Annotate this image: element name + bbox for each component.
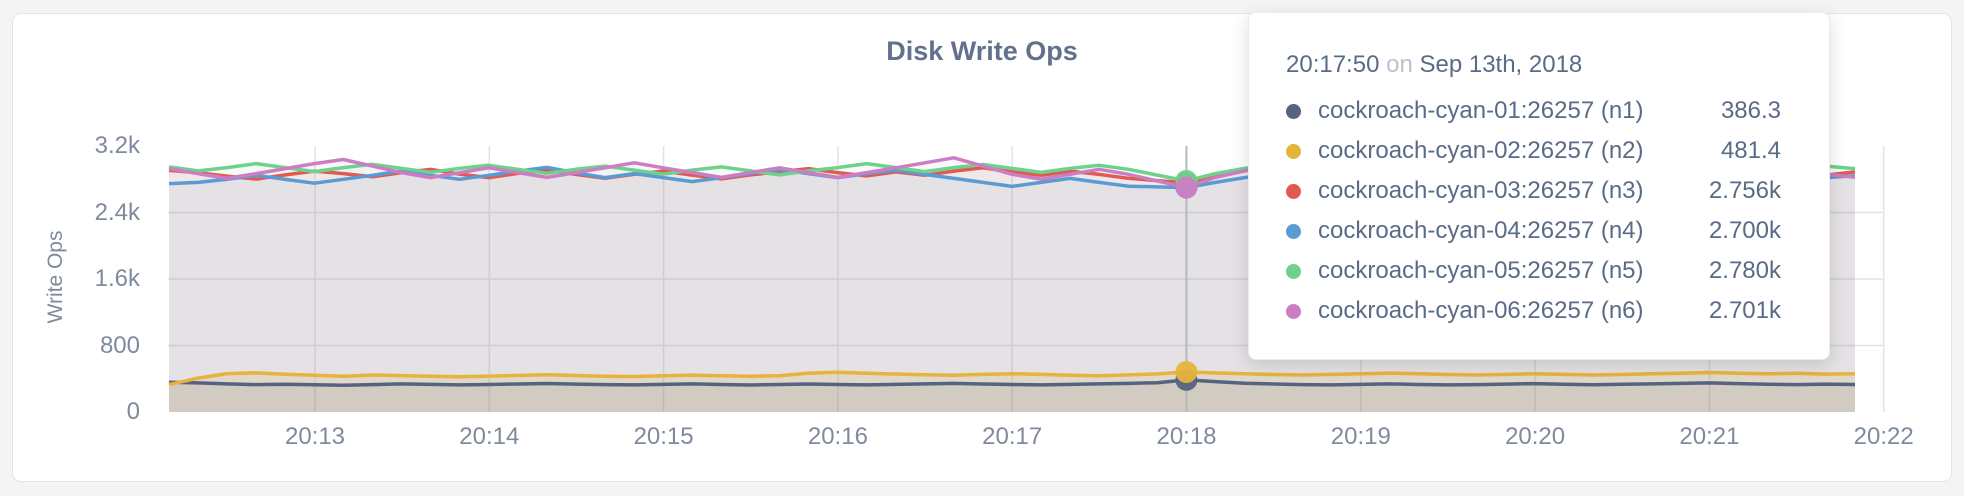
hover-tooltip: 20:17:50 on Sep 13th, 2018 cockroach-cya… <box>1248 12 1830 360</box>
series-color-dot-icon <box>1286 143 1301 159</box>
y-tick-label: 800 <box>99 331 140 359</box>
tooltip-time: 20:17:50 <box>1286 51 1380 78</box>
tooltip-series-name: cockroach-cyan-01:26257 (n1) <box>1318 97 1644 124</box>
x-tick-label: 20:17 <box>982 423 1043 450</box>
tooltip-rows: cockroach-cyan-01:26257 (n1) 386.3 cockroa… <box>1286 91 1781 331</box>
series-line-n2 <box>168 370 1856 387</box>
tooltip-row: cockroach-cyan-01:26257 (n1) 386.3 <box>1286 91 1781 131</box>
series-color-dot-icon <box>1286 223 1301 239</box>
tooltip-series-name: cockroach-cyan-02:26257 (n2) <box>1318 137 1644 164</box>
tooltip-header: 20:17:50 on Sep 13th, 2018 <box>1286 51 1781 79</box>
hover-dot-n2 <box>1175 360 1198 383</box>
tooltip-conjunction: on <box>1386 51 1413 78</box>
tooltip-date: Sep 13th, 2018 <box>1419 51 1583 78</box>
series-color-dot-icon <box>1286 183 1301 199</box>
tooltip-series-value: 481.4 <box>1720 137 1781 164</box>
series-line-n1 <box>168 378 1856 387</box>
y-tick-label: 0 <box>126 398 140 425</box>
chart-title: Disk Write Ops <box>886 36 1078 66</box>
tooltip-row: cockroach-cyan-02:26257 (n2) 481.4 <box>1286 131 1781 171</box>
x-tick-label: 20:16 <box>807 423 868 450</box>
series-color-dot-icon <box>1286 303 1301 319</box>
x-tick-label: 20:19 <box>1330 423 1391 450</box>
tooltip-row: cockroach-cyan-06:26257 (n6) 2.701k <box>1286 291 1781 331</box>
tooltip-series-name: cockroach-cyan-03:26257 (n3) <box>1318 177 1644 204</box>
series-area-n1 <box>169 379 1855 412</box>
x-tick-label: 20:15 <box>633 423 694 450</box>
tooltip-series-value: 2.701k <box>1708 297 1781 324</box>
y-tick-label: 2.4k <box>94 198 140 226</box>
tooltip-series-name: cockroach-cyan-06:26257 (n6) <box>1318 297 1644 324</box>
x-tick-label: 20:18 <box>1156 423 1217 450</box>
x-tick-label: 20:22 <box>1853 423 1914 450</box>
series-area-n2 <box>169 372 1855 412</box>
tooltip-series-value: 2.756k <box>1708 177 1781 204</box>
series-color-dot-icon <box>1286 103 1301 119</box>
tooltip-series-value: 386.3 <box>1720 97 1781 124</box>
tooltip-row: cockroach-cyan-03:26257 (n3) 2.756k <box>1286 171 1781 211</box>
x-tick-label: 20:20 <box>1505 423 1566 450</box>
tooltip-row: cockroach-cyan-04:26257 (n4) 2.700k <box>1286 211 1781 251</box>
tooltip-series-name: cockroach-cyan-05:26257 (n5) <box>1318 257 1644 284</box>
series-color-dot-icon <box>1286 263 1301 279</box>
hover-dot-n6 <box>1175 176 1198 199</box>
tooltip-series-value: 2.780k <box>1708 257 1781 284</box>
y-tick-label: 3.2k <box>94 132 140 159</box>
x-tick-label: 20:21 <box>1679 423 1740 450</box>
y-tick-label: 1.6k <box>94 265 140 292</box>
x-tick-label: 20:14 <box>459 423 520 450</box>
tooltip-series-value: 2.700k <box>1708 217 1781 244</box>
tooltip-row: cockroach-cyan-05:26257 (n5) 2.780k <box>1286 251 1781 291</box>
x-tick-label: 20:13 <box>284 423 346 450</box>
tooltip-series-name: cockroach-cyan-04:26257 (n4) <box>1318 217 1644 244</box>
